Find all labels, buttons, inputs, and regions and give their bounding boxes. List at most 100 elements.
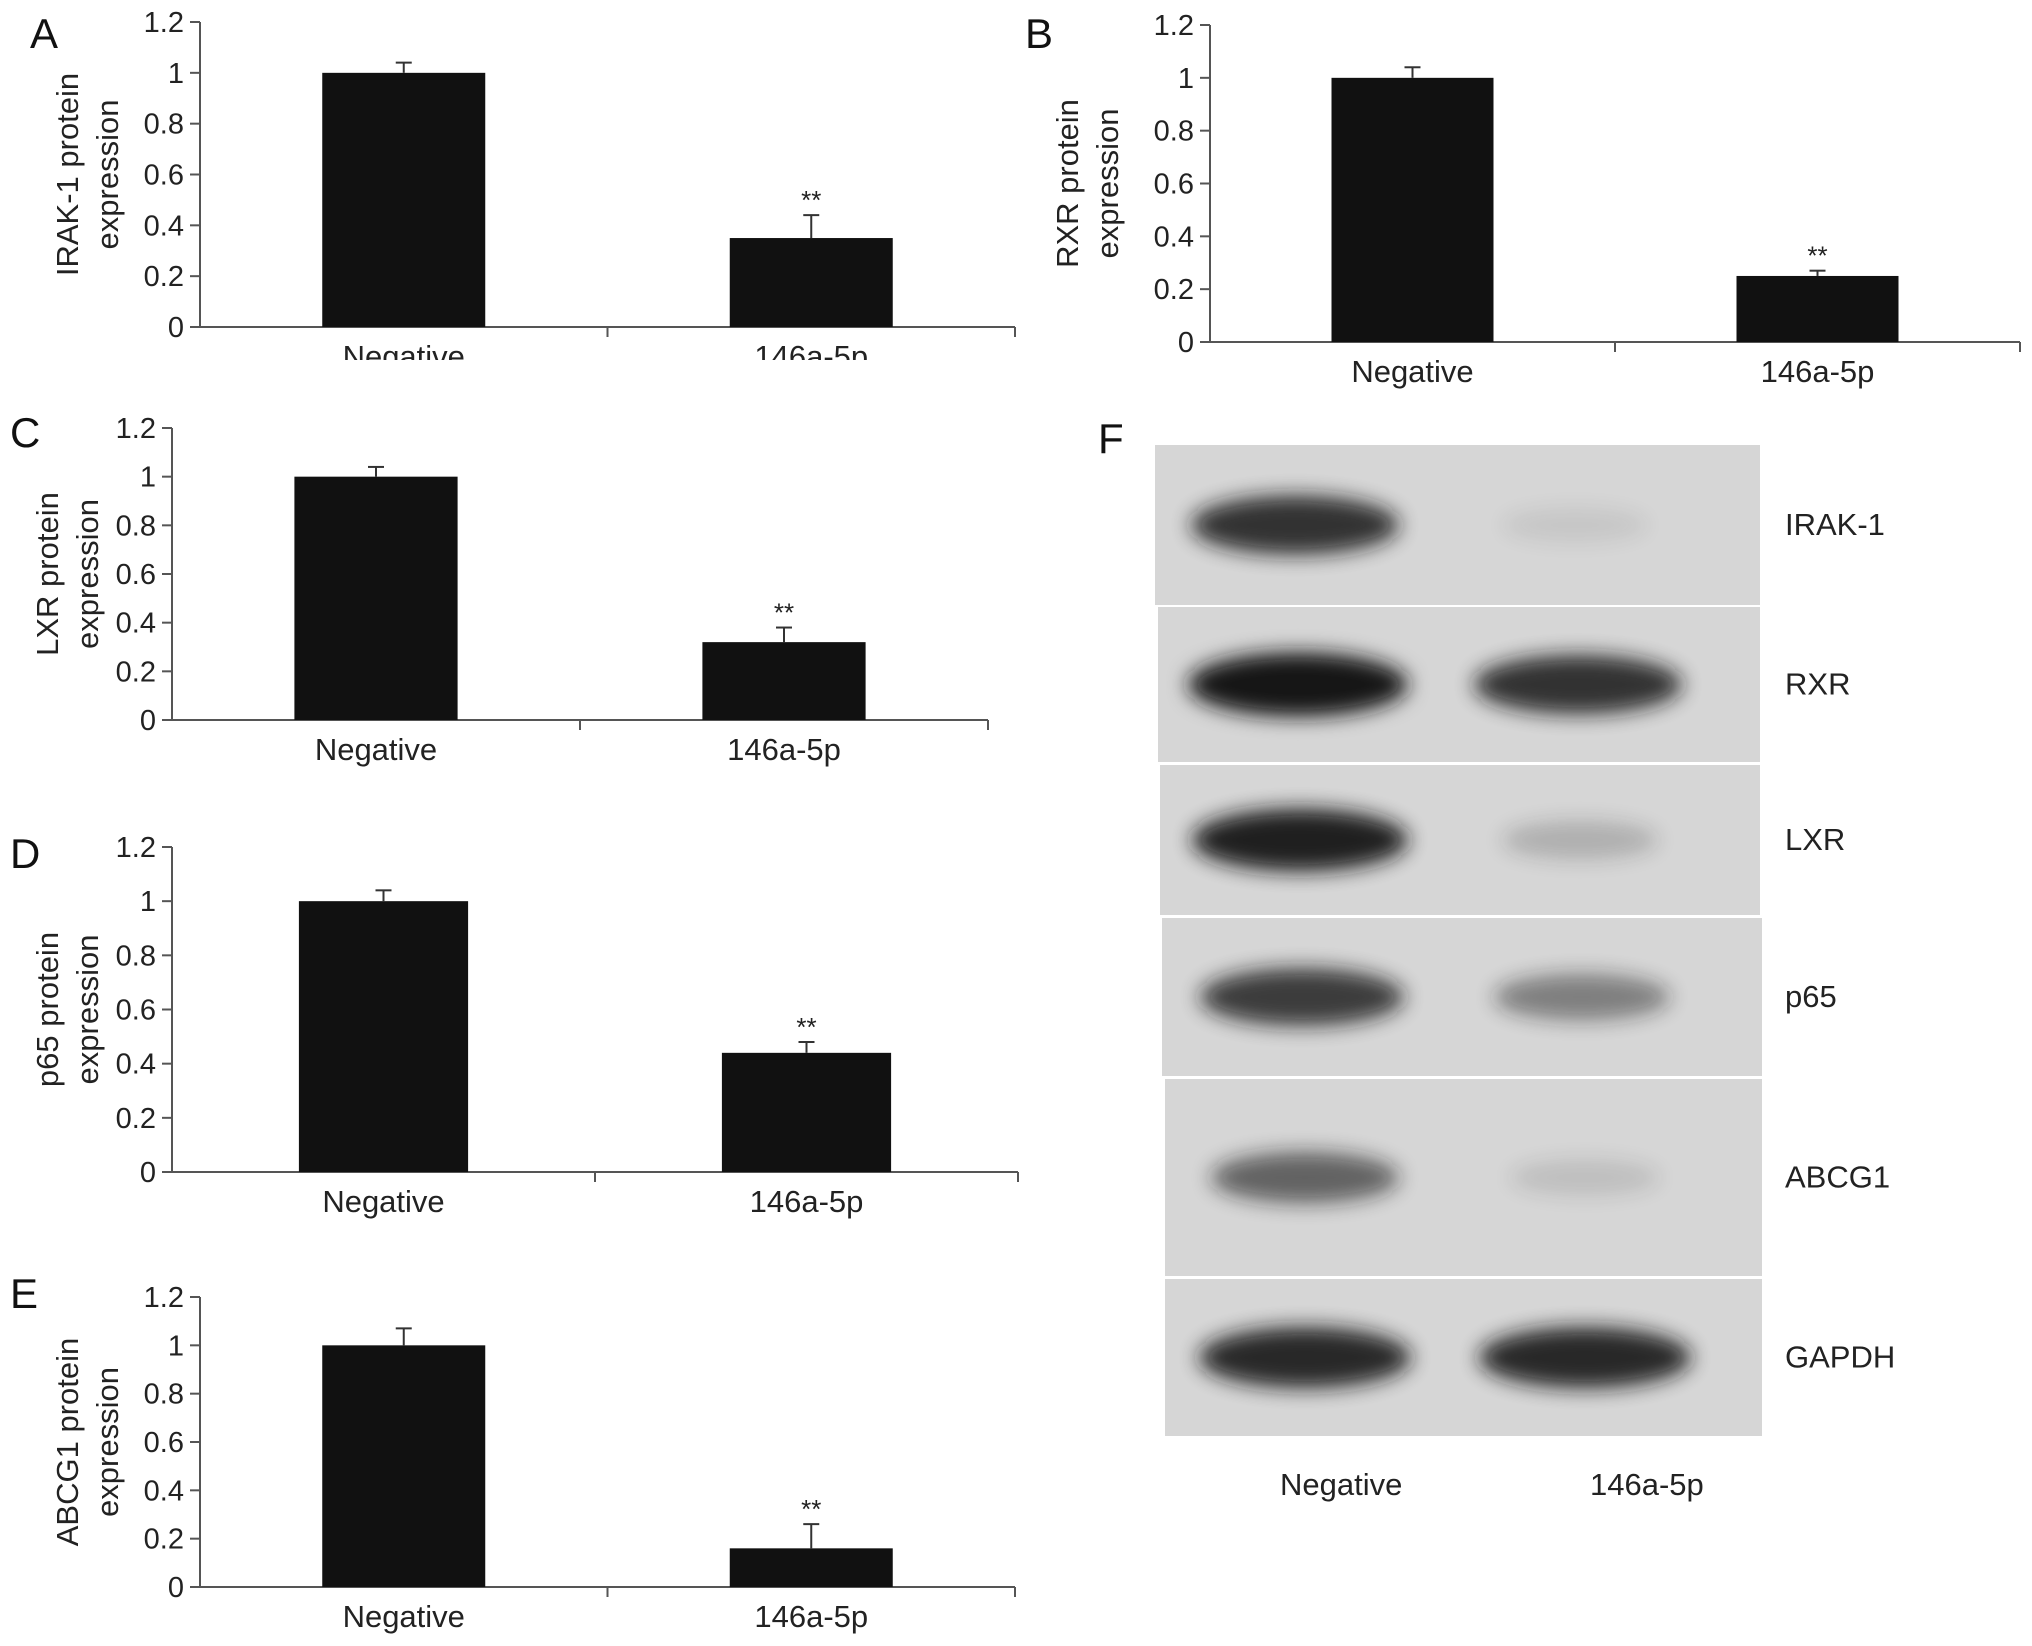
y-tick-label: 0	[1178, 327, 1194, 359]
blot-label-p65: p65	[1785, 979, 1837, 1014]
x-tick-label: Negative	[343, 339, 465, 360]
y-tick-label: 0.4	[116, 608, 156, 640]
y-axis-label: p65 protein	[30, 932, 65, 1087]
y-axis-label: expression	[70, 499, 105, 649]
band	[1192, 808, 1408, 872]
x-tick-label: Negative	[315, 732, 437, 767]
y-tick-label: 0	[168, 1572, 184, 1604]
y-tick-label: 0.4	[116, 1049, 156, 1081]
y-tick-label: 0.2	[1154, 274, 1194, 306]
y-tick-label: 0.2	[144, 261, 184, 293]
band	[1191, 495, 1399, 555]
band	[1474, 654, 1682, 715]
blot-label-rxr: RXR	[1785, 667, 1850, 702]
y-tick-label: 0.6	[144, 160, 184, 192]
y-tick-label: 1.2	[144, 1282, 184, 1314]
y-axis-label: expression	[90, 100, 125, 250]
band	[1494, 973, 1670, 1021]
bar-146a-5p	[729, 238, 893, 327]
y-tick-label: 1	[1178, 63, 1194, 95]
band	[1211, 1151, 1399, 1204]
bar-chart-panel-a: A 0 0.2 0.4 0.6 0.8 1 1.2 IRAK-1 protein expressi…	[30, 7, 1016, 360]
bar-146a-5p	[1736, 275, 1899, 342]
y-tick-label: 0.8	[116, 940, 156, 972]
panel-letter-f: F	[1098, 415, 1124, 462]
y-tick-label: 1.2	[116, 413, 156, 445]
lane-label-146a-5p: 146a-5p	[1590, 1467, 1704, 1502]
panel-letter: A	[30, 10, 58, 57]
band	[1199, 1327, 1411, 1388]
y-tick-label: 0.4	[1154, 221, 1194, 253]
blot-label-lxr: LXR	[1785, 822, 1845, 857]
x-tick-label: 146a-5p	[750, 1184, 864, 1219]
bar-negative	[322, 1345, 486, 1587]
x-tick-label: 146a-5p	[1761, 354, 1875, 389]
y-axis-label: expression	[1090, 109, 1125, 259]
x-tick-label: 146a-5p	[754, 339, 868, 360]
blot-image: IRAK-1 RXR LXR p65 ABCG1 GAPDH	[1155, 445, 1895, 1436]
bar-chart-panel-d: D 0 0.2 0.4 0.6 0.8 1 1.2 p65 protein expression N…	[10, 830, 1019, 1219]
western-blot-panel-f: F IRAK-1 RXR LXR p65 ABCG1 GAPDH Negative 146…	[1080, 415, 2032, 1535]
band	[1502, 820, 1658, 860]
y-tick-label: 0.6	[116, 995, 156, 1027]
band	[1501, 507, 1649, 543]
y-tick-label: 0	[140, 1157, 156, 1189]
bar-negative	[1331, 77, 1494, 342]
significance-marker: **	[1807, 241, 1827, 271]
y-tick-label: 0.8	[144, 109, 184, 141]
y-tick-label: 0	[140, 705, 156, 737]
band	[1200, 968, 1404, 1026]
y-tick-label: 0.6	[116, 559, 156, 591]
y-tick-label: 0.2	[116, 656, 156, 688]
blot-label-irak-1: IRAK-1	[1785, 507, 1885, 542]
lane-label-negative: Negative	[1280, 1467, 1403, 1502]
y-axis-label: expression	[70, 935, 105, 1085]
y-axis-label: RXR protein	[1050, 99, 1085, 268]
y-tick-label: 0.8	[144, 1379, 184, 1411]
y-tick-label: 1	[140, 462, 156, 494]
y-tick-label: 0.2	[144, 1524, 184, 1556]
y-tick-label: 0.6	[1154, 169, 1194, 201]
blot-label-abcg1: ABCG1	[1785, 1160, 1890, 1195]
significance-marker: **	[774, 598, 794, 628]
band	[1479, 1327, 1691, 1388]
x-tick-label: Negative	[343, 1599, 465, 1634]
bar-146a-5p	[729, 1548, 893, 1587]
x-tick-label: 146a-5p	[754, 1599, 868, 1634]
y-axis-label: IRAK-1 protein	[50, 73, 85, 276]
significance-marker: **	[801, 185, 821, 215]
x-tick-label: 146a-5p	[727, 732, 841, 767]
blot-label-gapdh: GAPDH	[1785, 1340, 1895, 1375]
y-tick-label: 0.2	[116, 1103, 156, 1135]
y-tick-label: 0.4	[144, 1475, 184, 1507]
bar-negative	[294, 476, 458, 720]
band	[1188, 652, 1408, 717]
bar-146a-5p	[702, 642, 866, 720]
bar-146a-5p	[721, 1052, 892, 1172]
bar-chart-panel-b: B 0 0.2 0.4 0.6 0.8 1 1.2 RXR protein expression N…	[1025, 10, 2021, 389]
significance-marker: **	[801, 1494, 821, 1524]
panel-letter: E	[10, 1270, 38, 1317]
y-tick-label: 1	[168, 1330, 184, 1362]
y-tick-label: 0.8	[1154, 116, 1194, 148]
bar-negative	[322, 72, 486, 327]
y-tick-label: 1	[168, 58, 184, 90]
bar-chart-panel-e: E 0 0.2 0.4 0.6 0.8 1 1.2 ABCG1 protein expressio…	[10, 1270, 1016, 1634]
panel-letter: D	[10, 830, 40, 877]
y-axis-label: ABCG1 protein	[50, 1338, 85, 1547]
panel-letter: C	[10, 409, 40, 456]
band	[1510, 1159, 1660, 1196]
y-tick-label: 1.2	[144, 7, 184, 39]
y-axis-label: LXR protein	[30, 492, 65, 656]
bar-chart-panel-c: C 0 0.2 0.4 0.6 0.8 1 1.2 LXR protein expression N…	[10, 409, 989, 767]
y-tick-label: 1	[140, 886, 156, 918]
x-tick-label: Negative	[1351, 354, 1473, 389]
x-tick-label: Negative	[322, 1184, 444, 1219]
y-tick-label: 0	[168, 312, 184, 344]
significance-marker: **	[796, 1012, 816, 1042]
y-tick-label: 0.8	[116, 510, 156, 542]
y-tick-label: 0.4	[144, 210, 184, 242]
y-tick-label: 1.2	[1154, 10, 1194, 42]
panel-letter: B	[1025, 10, 1053, 57]
y-tick-label: 0.6	[144, 1427, 184, 1459]
